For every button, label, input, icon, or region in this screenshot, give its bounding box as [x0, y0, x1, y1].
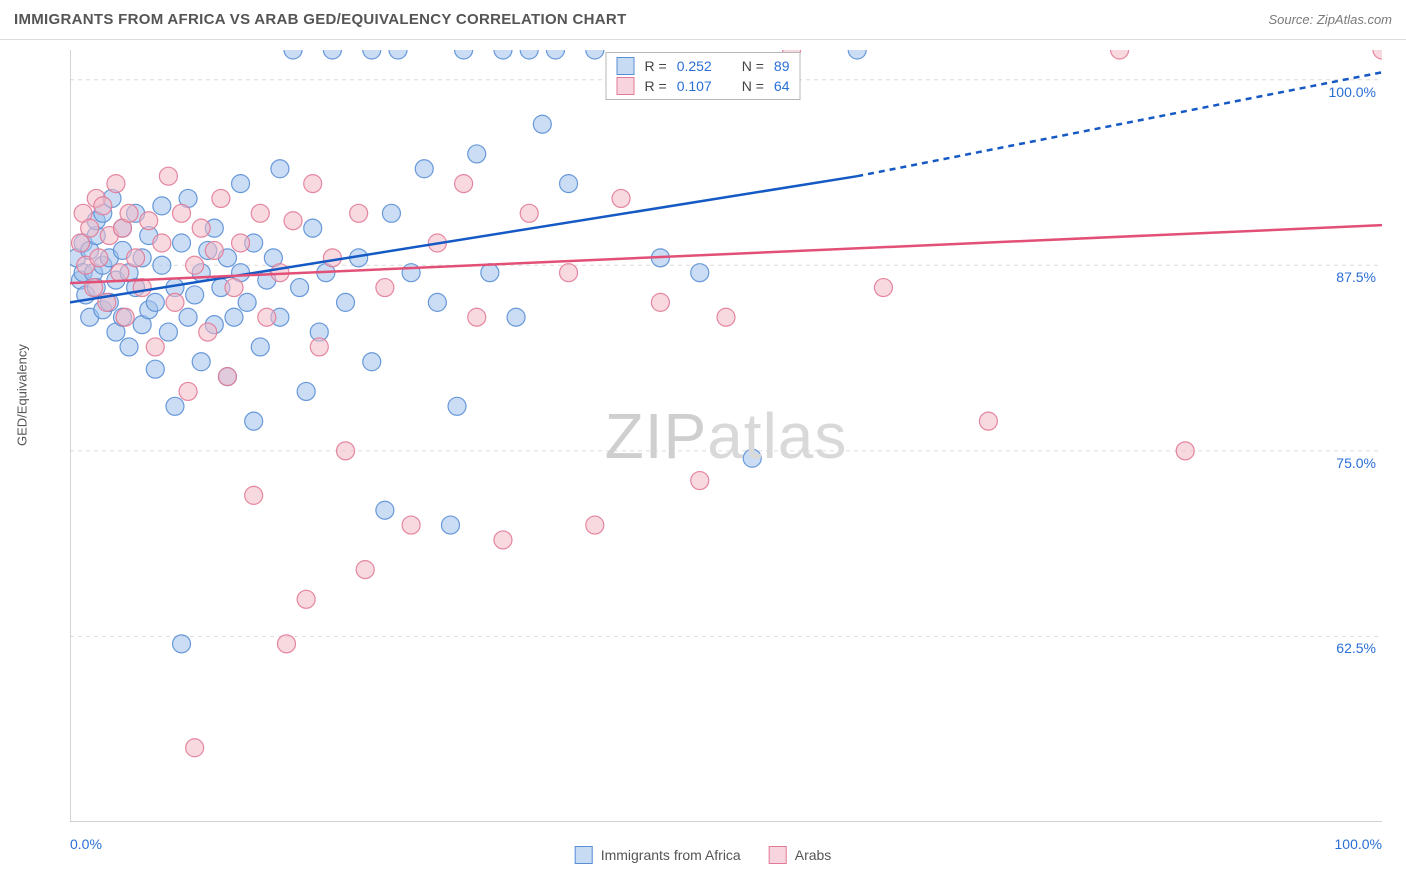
legend-series-label: Arabs: [795, 847, 832, 863]
r-value: 0.107: [677, 78, 712, 94]
legend-correlation-row: R = 0.107 N = 64: [617, 77, 790, 95]
scatter-plot-svg: [70, 50, 1382, 822]
r-value: 0.252: [677, 58, 712, 74]
r-label: R =: [645, 78, 667, 94]
legend-series: Immigrants from Africa Arabs: [575, 846, 832, 864]
legend-correlation: R = 0.252 N = 89 R = 0.107 N = 64: [606, 52, 801, 100]
legend-correlation-row: R = 0.252 N = 89: [617, 57, 790, 75]
legend-series-label: Immigrants from Africa: [601, 847, 741, 863]
legend-swatch: [769, 846, 787, 864]
legend-swatch: [575, 846, 593, 864]
n-label: N =: [742, 58, 764, 74]
y-tick-label: 87.5%: [1336, 269, 1376, 285]
chart-container: IMMIGRANTS FROM AFRICA VS ARAB GED/EQUIV…: [0, 0, 1406, 892]
n-value: 89: [774, 58, 790, 74]
x-axis-max-label: 100.0%: [1335, 836, 1382, 852]
y-tick-label: 75.0%: [1336, 455, 1376, 471]
n-value: 64: [774, 78, 790, 94]
legend-series-item: Immigrants from Africa: [575, 846, 741, 864]
legend-series-item: Arabs: [769, 846, 832, 864]
legend-swatch: [617, 57, 635, 75]
legend-swatch: [617, 77, 635, 95]
y-tick-label: 62.5%: [1336, 640, 1376, 656]
plot-area: ZIPatlas: [70, 50, 1382, 822]
title-bar: IMMIGRANTS FROM AFRICA VS ARAB GED/EQUIV…: [0, 0, 1406, 40]
y-axis-label: GED/Equivalency: [15, 344, 30, 446]
x-axis-min-label: 0.0%: [70, 836, 102, 852]
r-label: R =: [645, 58, 667, 74]
n-label: N =: [742, 78, 764, 94]
source-attribution: Source: ZipAtlas.com: [1268, 12, 1392, 27]
chart-title: IMMIGRANTS FROM AFRICA VS ARAB GED/EQUIV…: [14, 11, 627, 28]
y-tick-label: 100.0%: [1329, 84, 1376, 100]
